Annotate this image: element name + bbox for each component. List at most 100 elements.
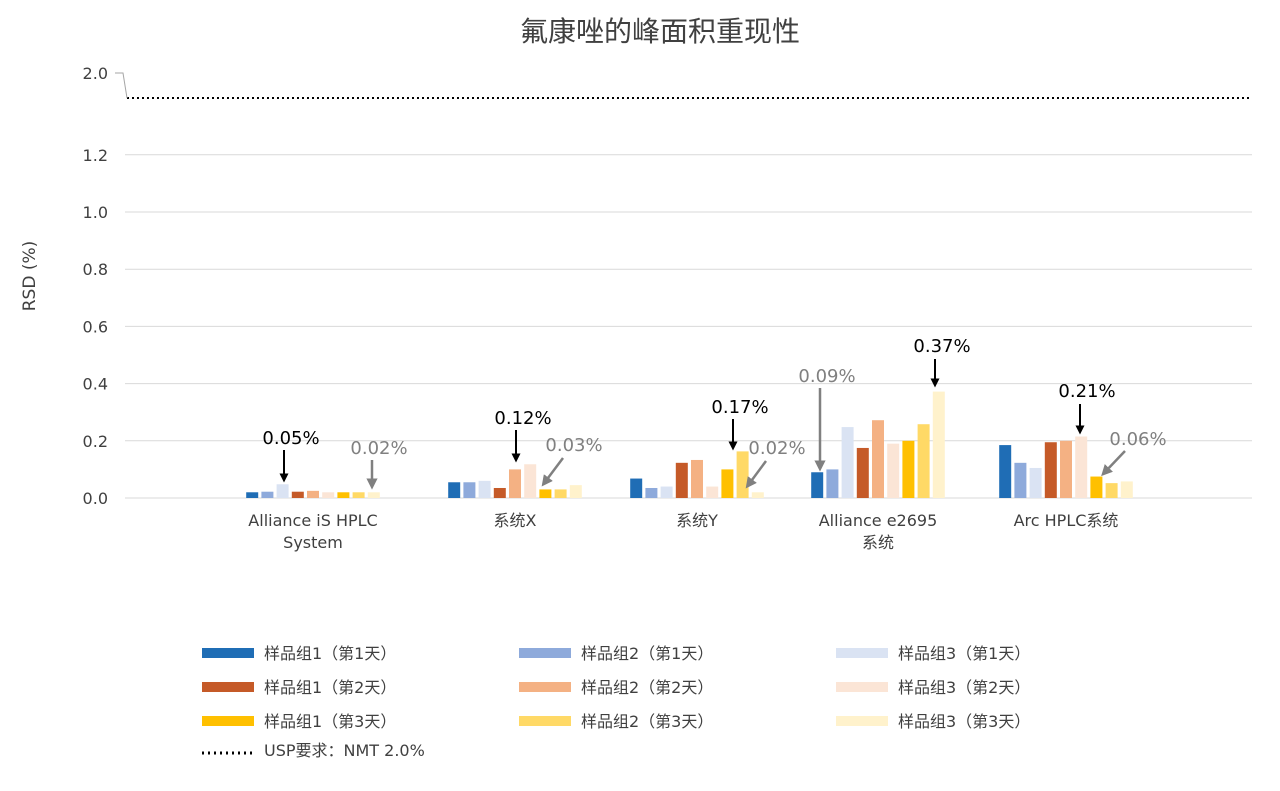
bar <box>493 487 506 498</box>
bar <box>1075 436 1088 498</box>
legend-item: 样品组3（第3天） <box>836 712 1030 731</box>
legend-label: 样品组2（第2天） <box>581 678 713 697</box>
annotation-label: 0.17% <box>711 397 768 418</box>
bar <box>902 440 915 498</box>
bar <box>367 492 380 498</box>
y-tick-label: 1.0 <box>83 203 108 222</box>
annotation-label: 0.06% <box>1109 429 1166 450</box>
annotations: 0.05% 0.02% 0.12% 0.03% 0.17% 0.02% 0.09% 0.37%… <box>262 336 1167 490</box>
bar <box>524 464 537 498</box>
bar <box>675 462 688 498</box>
bar <box>872 420 884 498</box>
legend-label: USP要求：NMT 2.0% <box>264 741 425 760</box>
x-axis-categories: Alliance iS HPLC System 系统X 系统Y Alliance e26… <box>248 511 1118 552</box>
legend-swatch <box>202 682 254 692</box>
bar <box>554 489 567 498</box>
bar <box>706 486 719 498</box>
legend-swatch <box>836 682 888 692</box>
legend-label: 样品组3（第1天） <box>898 644 1030 663</box>
bar <box>841 427 854 498</box>
y-axis-label: RSD (%) <box>20 241 40 312</box>
legend-label: 样品组3（第2天） <box>898 678 1030 697</box>
bar <box>337 492 350 498</box>
y-tick-label: 0.8 <box>83 260 108 279</box>
bar <box>291 491 304 498</box>
bar <box>917 424 930 498</box>
legend-label: 样品组1（第3天） <box>264 712 396 731</box>
category-label: Alliance e2695 <box>819 511 938 530</box>
chart-title: 氟康唑的峰面积重现性 <box>520 15 800 48</box>
bar <box>826 469 839 498</box>
annotation-arrow <box>541 457 564 487</box>
y-tick-label: 0.4 <box>83 375 108 394</box>
legend-item: 样品组2（第2天） <box>519 678 713 697</box>
legend-item: 样品组1（第3天） <box>202 712 396 731</box>
bar <box>276 484 289 498</box>
annotation-arrow <box>745 460 768 489</box>
bar <box>1014 462 1027 498</box>
annotation-label: 0.02% <box>350 438 407 459</box>
annotation-label: 0.12% <box>494 408 551 429</box>
y-tick-label: 0.2 <box>83 432 108 451</box>
bar <box>1060 440 1072 498</box>
legend-swatch <box>519 648 571 658</box>
legend-item: 样品组1（第1天） <box>202 644 396 663</box>
bar <box>887 443 900 498</box>
category-label: 系统 <box>862 533 894 552</box>
bar <box>1090 476 1103 498</box>
category-label: Arc HPLC系统 <box>1014 511 1119 530</box>
legend-label: 样品组1（第1天） <box>264 644 396 663</box>
bar <box>630 478 643 498</box>
annotation-label: 0.05% <box>262 428 319 449</box>
legend-swatch <box>519 682 571 692</box>
bar <box>509 469 521 498</box>
bar <box>261 491 274 498</box>
category-label: 系统Y <box>676 511 718 530</box>
y-axis: 0.0 0.2 0.4 0.6 0.8 1.0 1.2 2.0 <box>83 64 128 508</box>
annotation-label: 0.09% <box>798 366 855 387</box>
legend-swatch <box>836 648 888 658</box>
bar <box>660 486 673 498</box>
y-tick-label: 0.0 <box>83 489 108 508</box>
annotation-label: 0.37% <box>913 336 970 357</box>
bar <box>856 447 869 498</box>
category-label: 系统X <box>494 511 537 530</box>
legend-label: 样品组2（第3天） <box>581 712 713 731</box>
bar <box>322 492 335 498</box>
bar <box>448 482 461 498</box>
bar <box>751 492 764 498</box>
annotation-arrow <box>1101 450 1126 477</box>
annotation-label: 0.02% <box>748 438 805 459</box>
legend-label: 样品组2（第1天） <box>581 644 713 663</box>
legend-item: 样品组3（第2天） <box>836 678 1030 697</box>
bar <box>736 451 749 498</box>
gridlines <box>125 97 1252 499</box>
bar <box>932 391 945 498</box>
legend-item: 样品组2（第1天） <box>519 644 713 663</box>
bar <box>721 469 734 498</box>
bar <box>1044 442 1057 498</box>
bar <box>246 492 259 498</box>
bar <box>1105 483 1118 498</box>
bar <box>1029 467 1042 498</box>
legend-swatch <box>519 716 571 726</box>
bar <box>463 482 476 498</box>
y-tick-label: 2.0 <box>83 64 108 83</box>
legend-item: 样品组2（第3天） <box>519 712 713 731</box>
bar <box>307 490 319 498</box>
category-label: System <box>283 533 343 552</box>
legend-swatch <box>202 716 254 726</box>
bar <box>569 485 582 498</box>
category-label: Alliance iS HPLC <box>248 511 377 530</box>
y-tick-label: 1.2 <box>83 146 108 165</box>
bar <box>811 472 824 498</box>
bar <box>691 459 703 498</box>
annotation-label: 0.03% <box>545 435 602 456</box>
bar <box>352 492 365 498</box>
legend-label: 样品组1（第2天） <box>264 678 396 697</box>
legend-swatch <box>836 716 888 726</box>
legend-item-reference: USP要求：NMT 2.0% <box>202 741 425 760</box>
annotation-label: 0.21% <box>1058 381 1115 402</box>
bar <box>539 489 552 498</box>
